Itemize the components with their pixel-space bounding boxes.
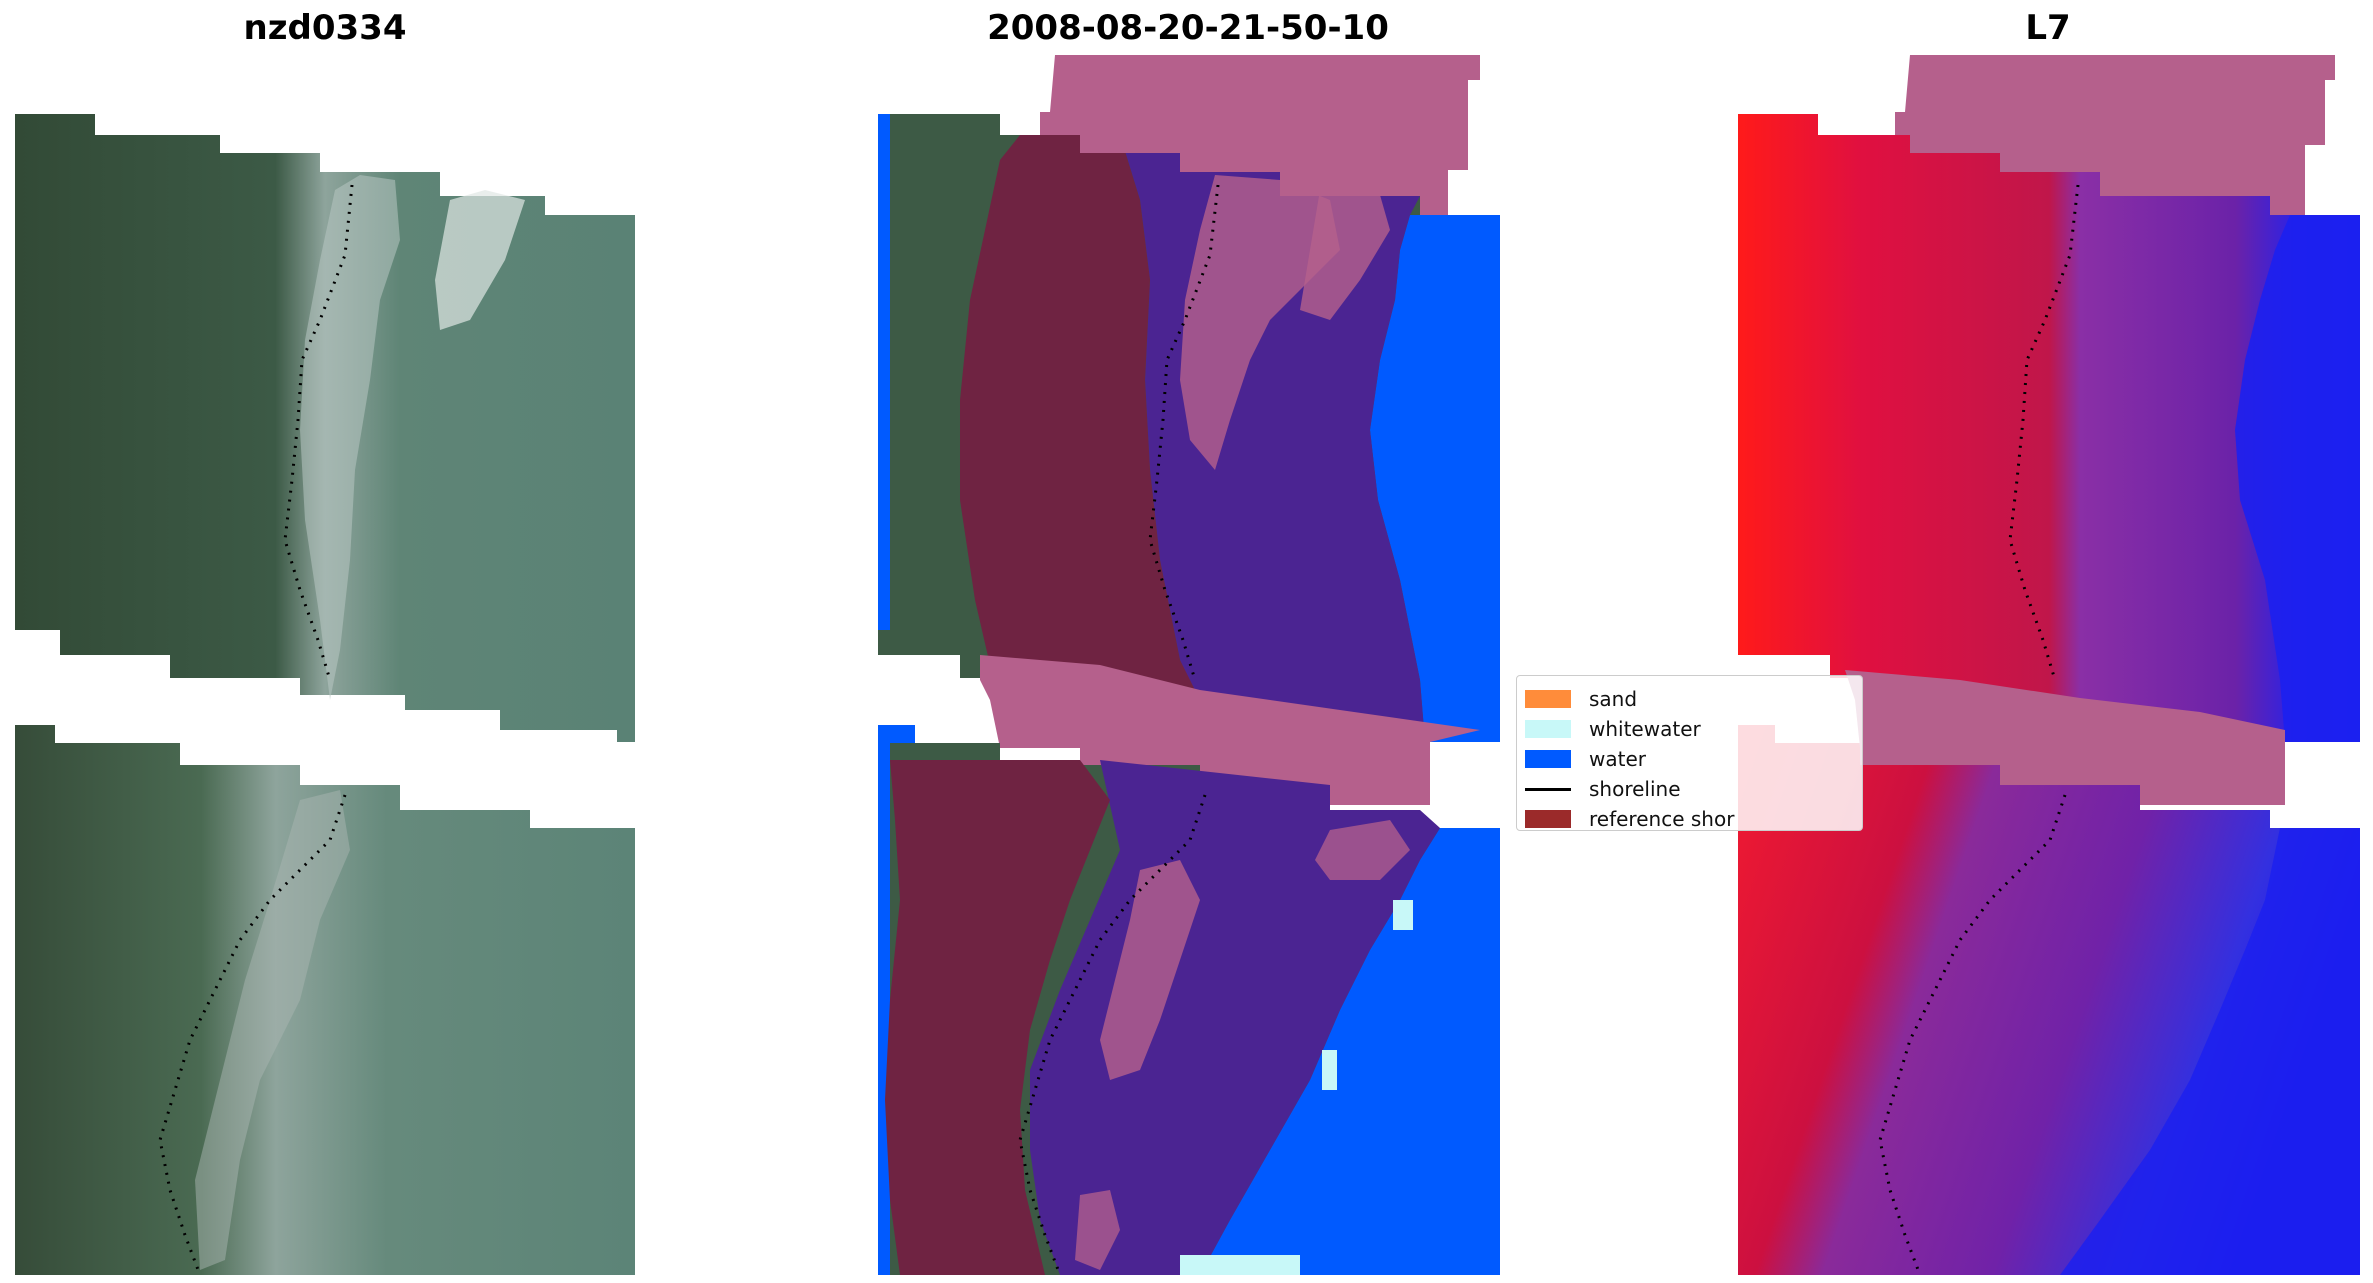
shoreline-left-bottom [158,794,347,1276]
rgb-tile-bottom [15,725,635,1275]
shoreline-center-bottom [1018,794,1207,1276]
index-blue-water-top [2235,215,2360,742]
index-panel [1738,55,2360,1276]
panel-title-image-name: nzd0334 [243,8,407,48]
legend-item-water: water [1525,746,1646,772]
legend-item-reference-shoreline: reference shor [1525,806,1734,832]
classification-panel [878,55,1500,1276]
legend-item-shoreline: shoreline [1525,776,1681,802]
pink-speckle-bottom-3 [1075,1190,1120,1270]
class-land-bottom [885,760,1110,1275]
legend-swatch-sand [1525,690,1571,708]
whitewater-patch-1 [1393,900,1413,930]
rgb-image-panel [15,114,635,1276]
pink-speckle-top-right [1300,190,1390,320]
legend-label-reference-shoreline: reference shor [1589,807,1735,831]
whitewater-patch-2 [1322,1050,1337,1090]
legend-item-sand: sand [1525,686,1637,712]
surf-zone-top [300,175,400,700]
ref-buffer-top-right [1895,55,2335,215]
class-sea-bottom [1030,760,1440,1275]
ref-buffer-top-center [1040,55,1480,215]
ref-buffer-mid-center [980,655,1480,805]
legend-label-water: water [1589,747,1646,771]
legend-swatch-reference-shoreline [1525,810,1571,828]
index-tile-top [1738,114,2360,742]
legend-swatch-whitewater [1525,720,1571,738]
legend-label-whitewater: whitewater [1589,717,1701,741]
pink-speckle-bottom-2 [1315,820,1410,880]
surf-zone-bottom [195,790,350,1270]
water-top [1370,215,1500,742]
legend-swatch-water [1525,750,1571,768]
pink-speckle-bottom [1100,860,1200,1080]
class-land-top [960,135,1200,700]
legend: sand whitewater water shoreline referenc… [1516,675,1863,831]
surf-patch-top [435,190,525,330]
panel-title-date: 2008-08-20-21-50-10 [987,8,1389,48]
legend-label-sand: sand [1589,687,1638,711]
legend-item-whitewater: whitewater [1525,716,1701,742]
whitewater-patch-3 [1180,1255,1300,1275]
index-blue-water-bottom [2060,828,2360,1275]
pink-speckle-top [1180,175,1340,470]
water-left-edge-top [878,114,890,630]
water-bottom [1200,828,1500,1275]
legend-label-shoreline: shoreline [1589,777,1681,801]
legend-line-shoreline [1525,787,1571,791]
shoreline-right-bottom [1878,794,2067,1276]
panel-title-satellite: L7 [2025,8,2071,48]
ref-buffer-mid-right [1845,670,2285,805]
